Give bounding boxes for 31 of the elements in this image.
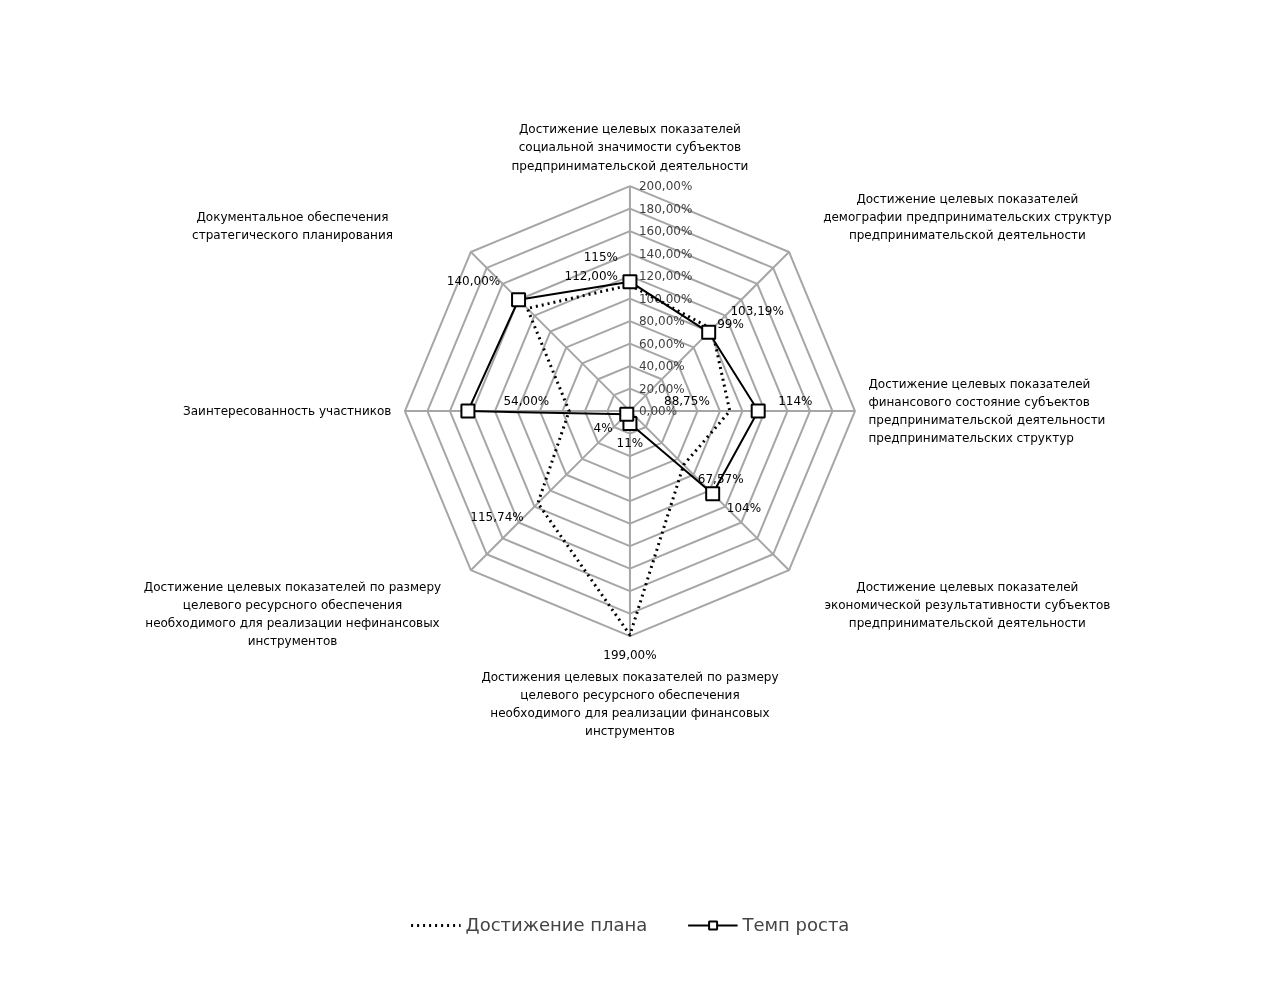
- y-tick-label: 80,00%: [638, 314, 685, 329]
- data-label: 112,00%: [564, 269, 618, 284]
- y-tick-label: 20,00%: [638, 381, 685, 396]
- y-tick-label: 180,00%: [638, 201, 693, 216]
- legend-label: Достижение плана: [465, 914, 648, 935]
- spoke-label: Заинтересованность участников: [183, 404, 392, 419]
- data-label: 4%: [593, 421, 613, 436]
- y-tick-label: 140,00%: [638, 246, 693, 261]
- spoke-label: Достижения целевых показателей по размеру целевого ресурсного обеспечения необходимого для реализации финансовых инструментов: [481, 669, 779, 739]
- data-label: 99%: [717, 316, 744, 331]
- spoke-label: Достижение целевых показателей по размеру целевого ресурсного обеспечения необходимого для реализации нефинансовых инструментов: [143, 579, 442, 649]
- spoke-label: Достижение целевых показателей экономической результативности субъектов предпринимательской деятельности: [824, 579, 1111, 631]
- data-label: 11%: [616, 436, 644, 451]
- data-label: 54,00%: [503, 394, 550, 409]
- y-tick-label: 160,00%: [638, 224, 693, 239]
- y-tick-label: 40,00%: [638, 359, 685, 374]
- y-tick-label: 200,00%: [638, 179, 693, 194]
- data-label: 115,74%: [470, 510, 524, 525]
- spoke-label: Достижение целевых показателей социальной значимости субъектов предпринимательской деятельности: [511, 122, 749, 173]
- y-tick-label: 60,00%: [638, 336, 685, 351]
- data-label: 199,00%: [603, 647, 657, 662]
- data-label: 104%: [726, 500, 762, 515]
- data-label: 103,19%: [730, 303, 784, 318]
- legend-label: Темп роста: [742, 914, 850, 935]
- data-label: 114%: [778, 394, 813, 409]
- y-tick-label: 120,00%: [638, 269, 693, 284]
- spoke-label: Достижение целевых показателей финансового состояние субъектов предпринимательской деятельности предпринимательских структур: [868, 376, 1106, 446]
- spoke-label: Документальное обеспечения стратегического планирования: [192, 210, 393, 243]
- data-label: 140,00%: [446, 274, 501, 289]
- data-label: 115%: [583, 249, 618, 264]
- spoke-label: Достижение целевых показателей демографии предпринимательских структур предпринимательской деятельности: [823, 192, 1112, 243]
